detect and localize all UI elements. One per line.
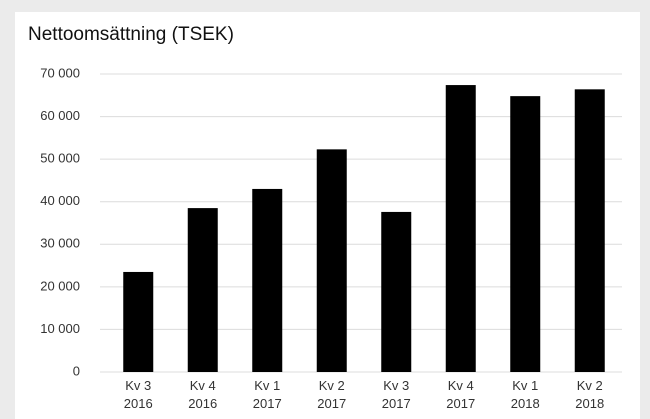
y-tick-label: 20 000	[40, 278, 80, 293]
x-tick-line: Kv 3	[383, 378, 409, 393]
x-tick-label: Kv 2 2017	[317, 378, 346, 411]
x-tick-line: 2016	[188, 396, 217, 411]
x-tick-line: Kv 2	[319, 378, 345, 393]
x-tick-line: 2017	[253, 396, 282, 411]
y-tick-label: 40 000	[40, 193, 80, 208]
y-tick-label: 30 000	[40, 236, 80, 251]
x-tick-label: Kv 4 2016	[188, 378, 217, 411]
bar	[187, 208, 218, 372]
y-tick-label: 70 000	[40, 65, 80, 80]
bar	[381, 211, 412, 372]
x-tick-line: 2016	[124, 396, 153, 411]
x-tick-label: Kv 3 2017	[382, 378, 411, 411]
x-tick-line: Kv 4	[190, 378, 216, 393]
x-tick-line: 2017	[446, 396, 475, 411]
x-tick-label: Kv 1 2018	[511, 378, 540, 411]
x-tick-label: Kv 1 2017	[253, 378, 282, 411]
bar	[510, 96, 541, 372]
x-tick-line: 2018	[575, 396, 604, 411]
x-tick-line: Kv 4	[448, 378, 474, 393]
y-tick-label: 60 000	[40, 108, 80, 123]
x-tick-label: Kv 3 2016	[124, 378, 153, 411]
y-tick-label: 0	[73, 363, 80, 378]
bar	[574, 89, 605, 372]
x-tick-line: 2018	[511, 396, 540, 411]
bar	[123, 271, 154, 372]
x-tick-line: Kv 3	[125, 378, 151, 393]
y-tick-label: 10 000	[40, 321, 80, 336]
x-tick-line: Kv 1	[254, 378, 280, 393]
chart-title: Nettoomsättning (TSEK)	[28, 24, 234, 45]
bar	[445, 85, 476, 372]
x-tick-label: Kv 4 2017	[446, 378, 475, 411]
x-tick-line: Kv 2	[577, 378, 603, 393]
bar	[316, 149, 347, 372]
x-tick-line: Kv 1	[512, 378, 538, 393]
x-tick-line: 2017	[317, 396, 346, 411]
x-tick-label: Kv 2 2018	[575, 378, 604, 411]
bar	[252, 188, 283, 372]
x-tick-line: 2017	[382, 396, 411, 411]
y-tick-label: 50 000	[40, 151, 80, 166]
